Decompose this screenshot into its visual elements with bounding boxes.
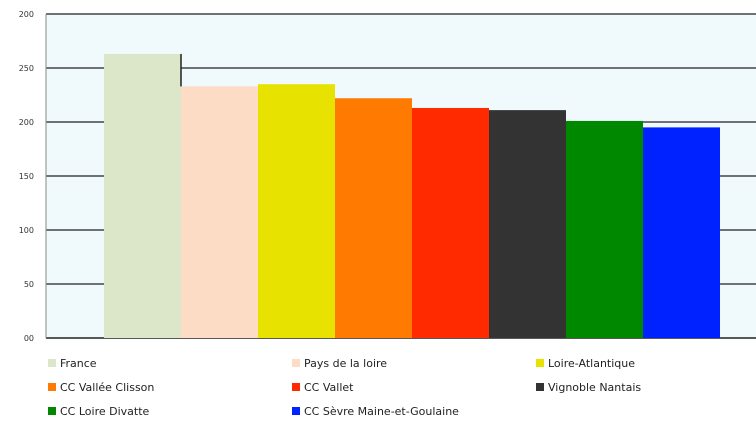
legend-label-6: Vignoble Nantais bbox=[548, 381, 641, 394]
y-tick-label: 200 bbox=[19, 118, 34, 127]
legend: France Pays de la loire Loire-Atlantique CC… bbox=[48, 357, 641, 418]
bar-8 bbox=[643, 127, 720, 339]
legend-label-5: CC Vallet bbox=[304, 381, 354, 394]
legend-label-2: Pays de la loire bbox=[304, 357, 387, 370]
legend-swatch-8 bbox=[292, 407, 300, 415]
legend-label-4: CC Vallée Clisson bbox=[60, 381, 154, 394]
bar-4 bbox=[335, 98, 412, 339]
y-tick-label: 50 bbox=[24, 280, 34, 289]
legend-swatch-5 bbox=[292, 383, 300, 391]
legend-swatch-1 bbox=[48, 359, 56, 367]
y-tick-label: 100 bbox=[19, 226, 34, 235]
legend-label-7: CC Loire Divatte bbox=[60, 405, 150, 418]
legend-label-3: Loire-Atlantique bbox=[548, 357, 635, 370]
bar-6 bbox=[489, 110, 566, 339]
legend-swatch-7 bbox=[48, 407, 56, 415]
legend-swatch-2 bbox=[292, 359, 300, 367]
y-tick-label: 200 bbox=[19, 10, 34, 19]
bar-5 bbox=[412, 107, 489, 339]
y-tick-label: 00 bbox=[24, 334, 34, 343]
legend-label-1: France bbox=[60, 357, 97, 370]
y-tick-label: 250 bbox=[19, 64, 34, 73]
bar-3 bbox=[258, 84, 335, 338]
y-tick-label: 150 bbox=[19, 172, 34, 181]
legend-swatch-3 bbox=[536, 359, 544, 367]
legend-swatch-4 bbox=[48, 383, 56, 391]
bar-7 bbox=[566, 120, 643, 338]
bar-1 bbox=[104, 53, 181, 339]
legend-label-8: CC Sèvre Maine-et-Goulaine bbox=[304, 405, 459, 418]
bars bbox=[104, 53, 720, 339]
legend-swatch-6 bbox=[536, 383, 544, 391]
bar-2 bbox=[181, 86, 258, 338]
